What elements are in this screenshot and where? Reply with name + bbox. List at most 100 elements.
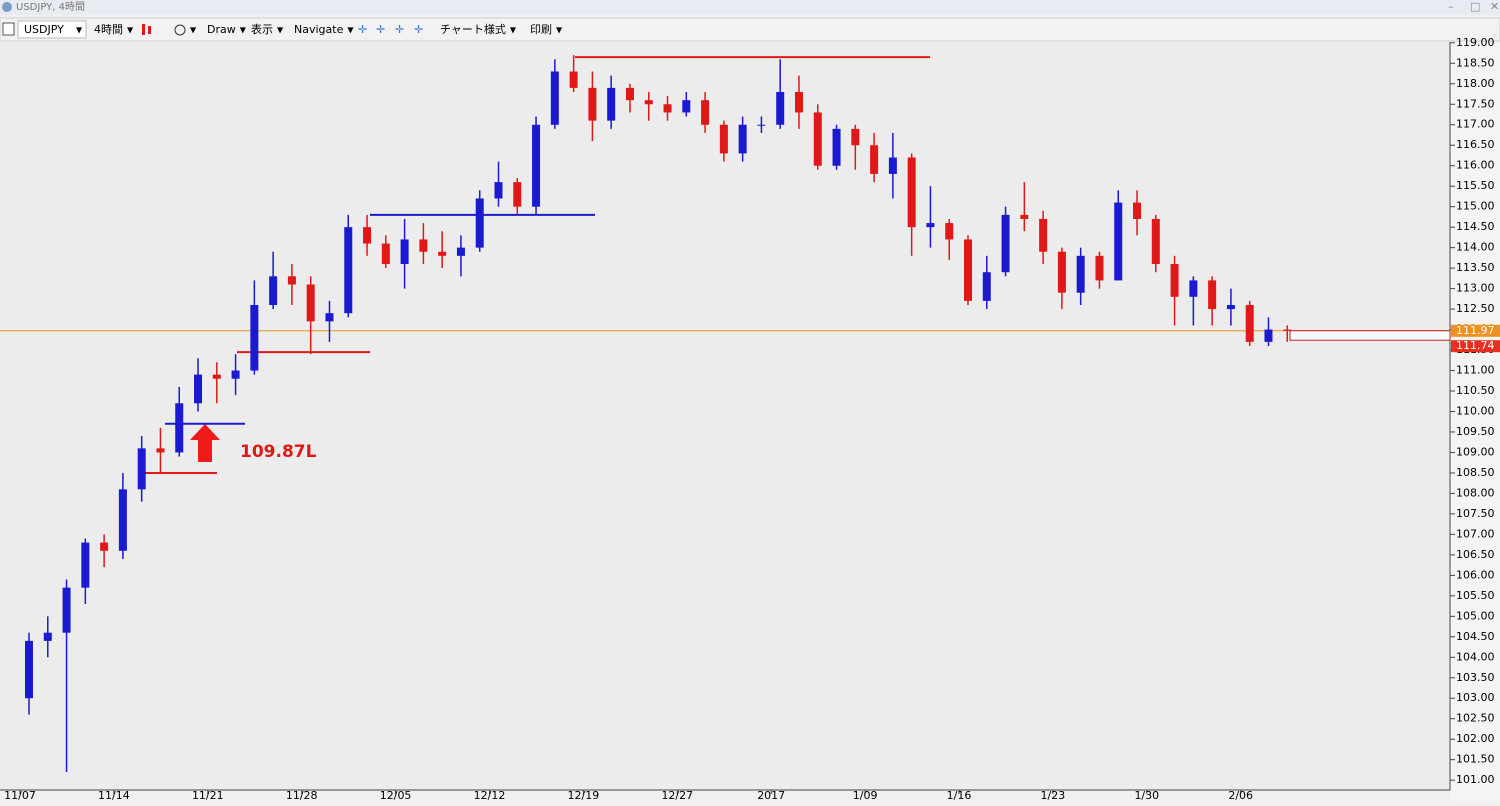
y-tick-label: 114.50 [1456, 220, 1495, 233]
candle-body [1114, 202, 1123, 281]
plot-area [0, 42, 1450, 790]
y-tick-label: 105.00 [1456, 609, 1495, 622]
zoom-icon[interactable]: ✛ [414, 23, 423, 36]
y-tick-label: 110.00 [1456, 404, 1495, 417]
dropdown-arrow: ▼ [240, 26, 247, 35]
x-tick-label: 1/16 [947, 789, 972, 802]
candle-body [363, 227, 372, 244]
zoom-icon[interactable]: ✛ [358, 23, 367, 36]
menu-item[interactable]: Navigate [294, 23, 344, 36]
candle-icon[interactable] [142, 24, 145, 35]
candle-body [757, 124, 766, 126]
y-tick-label: 102.50 [1456, 712, 1495, 725]
candle-body [982, 272, 991, 301]
candle-body [287, 276, 296, 285]
candle-body [1208, 280, 1217, 310]
candle-body [156, 448, 165, 453]
candle-body [137, 448, 146, 490]
price-label: 111.97 [1456, 324, 1495, 337]
candle-body [738, 124, 747, 154]
candle-body [1057, 251, 1066, 293]
candle-body [419, 239, 428, 252]
candle-body [907, 157, 916, 228]
menu-item[interactable]: 表示 [251, 22, 273, 36]
y-tick-label: 113.50 [1456, 261, 1495, 274]
x-tick-label: 12/19 [568, 789, 600, 802]
candle-body [381, 243, 390, 265]
x-tick-label: 1/23 [1041, 789, 1066, 802]
navigate-icons: ✛ ✛ ✛ ✛ [358, 23, 423, 36]
candle-body [1226, 304, 1235, 310]
candle-body [682, 100, 691, 113]
y-tick-label: 117.50 [1456, 97, 1495, 110]
y-tick-label: 106.00 [1456, 568, 1495, 581]
candle-body [532, 124, 541, 207]
y-tick-label: 103.50 [1456, 671, 1495, 684]
x-tick-label: 1/30 [1134, 789, 1159, 802]
candle-body [81, 542, 90, 588]
y-tick-label: 113.00 [1456, 282, 1495, 295]
candle-body [945, 223, 954, 240]
y-tick-label: 116.00 [1456, 159, 1495, 172]
candle-body [475, 198, 484, 248]
zoom-icon[interactable]: ✛ [395, 23, 404, 36]
y-tick-label: 109.00 [1456, 445, 1495, 458]
candle-body [1020, 214, 1029, 219]
candle-body [25, 640, 33, 699]
candle-body [513, 182, 522, 207]
candle-body [701, 100, 710, 125]
x-tick-label: 11/28 [286, 789, 318, 802]
candle-body [964, 239, 972, 301]
candle-body [175, 403, 184, 453]
menu-item[interactable]: 印刷 [530, 23, 552, 36]
candle-body [1076, 255, 1085, 293]
chart-icon[interactable] [2, 22, 15, 36]
zoom-icon[interactable]: ✛ [376, 23, 385, 36]
candle-body [870, 145, 879, 174]
candle-body [1151, 218, 1160, 265]
menu-item[interactable]: チャート様式 [440, 22, 506, 36]
candle-body [851, 128, 860, 146]
candle-body [100, 542, 109, 551]
candle-body [1283, 329, 1292, 331]
window-title: USDJPY, 4時間 [16, 1, 85, 13]
timeframe-select[interactable]: 4時間 [94, 23, 123, 36]
candle-body [832, 128, 841, 166]
candle-body [550, 71, 559, 125]
candle-body [494, 182, 503, 199]
toolbar [0, 17, 1500, 42]
x-tick-label: 12/27 [661, 789, 693, 802]
maximize-button[interactable]: □ [1470, 0, 1480, 13]
candle-body [212, 374, 221, 379]
candle-body [344, 227, 353, 314]
y-tick-label: 112.50 [1456, 302, 1495, 315]
y-tick-label: 108.50 [1456, 466, 1495, 479]
dropdown-arrow: ▼ [510, 26, 517, 35]
candle-body [1170, 264, 1179, 297]
x-tick-label: 1/09 [853, 789, 878, 802]
candle-body [569, 71, 578, 88]
y-tick-label: 115.00 [1456, 200, 1495, 213]
y-tick-label: 104.50 [1456, 630, 1495, 643]
price-label-box [1451, 340, 1500, 353]
dropdown-arrow: ▼ [347, 26, 354, 35]
close-button[interactable]: ✕ [1490, 0, 1499, 13]
y-tick-label: 103.00 [1456, 691, 1495, 704]
minimize-button[interactable]: – [1448, 0, 1454, 13]
dropdown-arrow: ▼ [190, 26, 197, 35]
title-bar [0, 0, 1500, 15]
price-label: 111.74 [1456, 339, 1495, 352]
shape-tool[interactable] [174, 24, 186, 36]
menu-item[interactable]: Draw [207, 23, 236, 36]
x-tick-label: 11/14 [98, 789, 130, 802]
y-tick-label: 115.50 [1456, 179, 1495, 192]
x-tick-label: 2/06 [1228, 789, 1253, 802]
candle-body [250, 304, 259, 371]
candle-body [588, 87, 597, 121]
x-tick-label: 12/05 [380, 789, 412, 802]
symbol-select[interactable] [17, 20, 87, 39]
spread-band [1289, 330, 1451, 341]
x-tick-label: 12/12 [474, 789, 506, 802]
